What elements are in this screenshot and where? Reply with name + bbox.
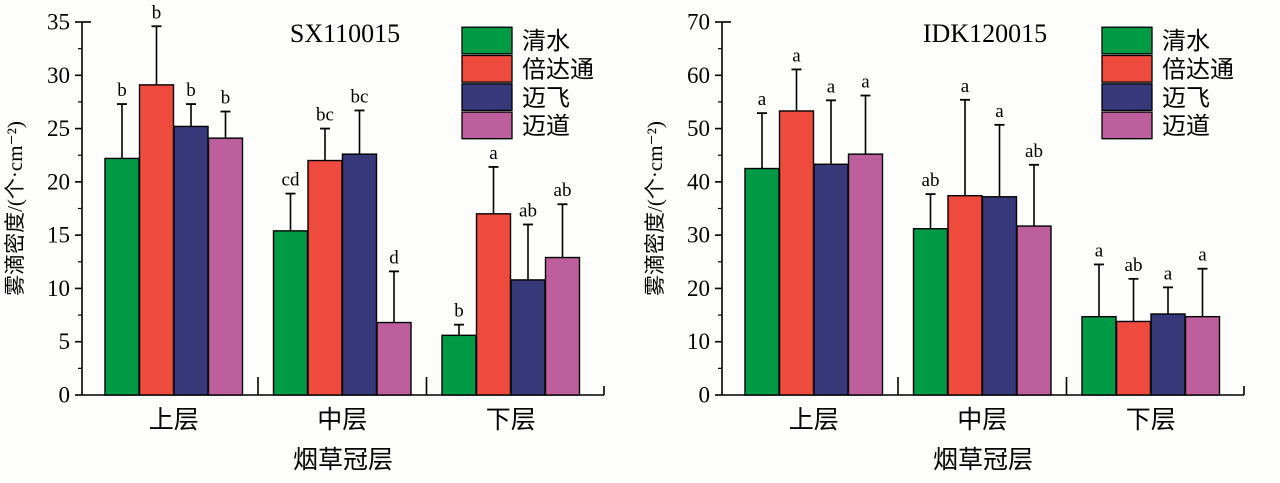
- svg-text:25: 25: [47, 116, 70, 141]
- svg-text:bc: bc: [351, 86, 369, 107]
- svg-text:a: a: [827, 76, 836, 97]
- svg-text:a: a: [995, 101, 1004, 122]
- svg-text:b: b: [221, 88, 231, 109]
- svg-text:雾滴密度/(个·cm⁻²): 雾滴密度/(个·cm⁻²): [643, 121, 667, 296]
- svg-text:下层: 下层: [486, 407, 536, 434]
- svg-text:上层: 上层: [149, 406, 199, 434]
- svg-text:烟草冠层: 烟草冠层: [933, 446, 1033, 474]
- svg-text:d: d: [389, 247, 399, 268]
- svg-text:下层: 下层: [1126, 407, 1176, 434]
- svg-text:ab: ab: [922, 170, 940, 191]
- svg-text:a: a: [961, 76, 970, 97]
- svg-text:IDK120015: IDK120015: [923, 19, 1047, 48]
- svg-text:bc: bc: [316, 105, 334, 126]
- svg-text:50: 50: [687, 116, 710, 141]
- svg-text:倍达通: 倍达通: [522, 57, 594, 84]
- svg-text:a: a: [1164, 263, 1173, 284]
- svg-text:60: 60: [687, 63, 710, 88]
- svg-text:5: 5: [59, 329, 71, 354]
- svg-text:20: 20: [47, 169, 70, 194]
- svg-text:10: 10: [47, 276, 70, 301]
- svg-text:雾滴密度/(个·cm⁻²): 雾滴密度/(个·cm⁻²): [3, 121, 27, 296]
- svg-text:中层: 中层: [957, 406, 1007, 434]
- svg-text:ab: ab: [1125, 255, 1143, 276]
- svg-text:迈道: 迈道: [1162, 113, 1210, 140]
- svg-text:ab: ab: [519, 200, 537, 221]
- svg-text:a: a: [758, 89, 767, 110]
- svg-text:35: 35: [47, 10, 70, 35]
- svg-text:ab: ab: [1025, 141, 1043, 162]
- svg-text:迈道: 迈道: [522, 113, 570, 140]
- svg-text:b: b: [186, 80, 196, 101]
- svg-text:a: a: [489, 143, 498, 164]
- svg-text:30: 30: [47, 63, 70, 88]
- svg-text:b: b: [152, 2, 162, 23]
- svg-text:中层: 中层: [317, 406, 367, 434]
- svg-text:迈飞: 迈飞: [1162, 86, 1210, 112]
- svg-text:b: b: [117, 80, 127, 101]
- svg-text:清水: 清水: [522, 28, 570, 55]
- svg-text:倍达通: 倍达通: [1162, 57, 1234, 84]
- svg-text:b: b: [454, 301, 464, 322]
- svg-text:30: 30: [687, 223, 710, 248]
- svg-text:烟草冠层: 烟草冠层: [293, 446, 393, 474]
- svg-text:15: 15: [47, 223, 70, 248]
- svg-text:a: a: [861, 72, 870, 93]
- svg-text:70: 70: [687, 10, 710, 35]
- svg-text:ab: ab: [554, 180, 572, 201]
- svg-text:a: a: [1198, 245, 1207, 266]
- svg-text:a: a: [1095, 240, 1104, 261]
- svg-text:40: 40: [687, 169, 710, 194]
- svg-text:0: 0: [699, 383, 711, 408]
- svg-text:清水: 清水: [1162, 28, 1210, 55]
- svg-text:上层: 上层: [789, 406, 839, 434]
- svg-text:20: 20: [687, 276, 710, 301]
- svg-text:a: a: [792, 45, 801, 66]
- svg-text:10: 10: [687, 329, 710, 354]
- svg-text:cd: cd: [282, 170, 300, 191]
- svg-text:SX110015: SX110015: [290, 19, 400, 48]
- svg-text:0: 0: [59, 383, 71, 408]
- svg-text:迈飞: 迈飞: [522, 86, 570, 112]
